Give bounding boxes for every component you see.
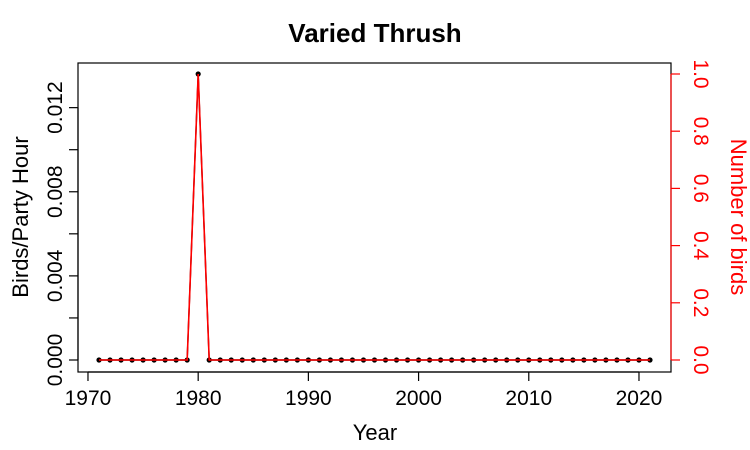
y2-tick-label: 0.8 (689, 117, 712, 146)
y-axis-label: Birds/Party Hour (8, 136, 33, 297)
series-line-birds-per-hour (99, 73, 650, 361)
y-tick-label: 0.008 (44, 165, 67, 218)
x-tick-label: 1980 (175, 387, 222, 410)
y-tick-label: 0.012 (44, 81, 67, 134)
y2-tick-label: 0.6 (689, 174, 712, 203)
x-tick-label: 1970 (65, 387, 112, 410)
x-tick-label: 1990 (285, 387, 332, 410)
series-line-number-of-birds (99, 73, 650, 361)
y-tick-label: 0.000 (44, 334, 67, 387)
y2-tick-label: 0.0 (689, 345, 712, 374)
x-axis-label: Year (353, 420, 397, 445)
x-tick-label: 2000 (395, 387, 442, 410)
axes: 1970 1980 1990 2000 2010 2020 0.000 0.004 0.008 0… (44, 59, 712, 410)
series-layer (96, 71, 653, 363)
plot-frame (77, 62, 672, 373)
y2-axis-label: Number of birds (726, 139, 750, 296)
x-tick-label: 2010 (505, 387, 552, 410)
y-tick-label: 0.004 (44, 249, 67, 302)
x-tick-label: 2020 (616, 387, 663, 410)
y2-tick-label: 0.2 (689, 288, 712, 317)
y2-tick-label: 0.4 (689, 231, 712, 261)
y2-tick-label: 1.0 (689, 59, 712, 88)
chart-title: Varied Thrush (288, 18, 461, 48)
